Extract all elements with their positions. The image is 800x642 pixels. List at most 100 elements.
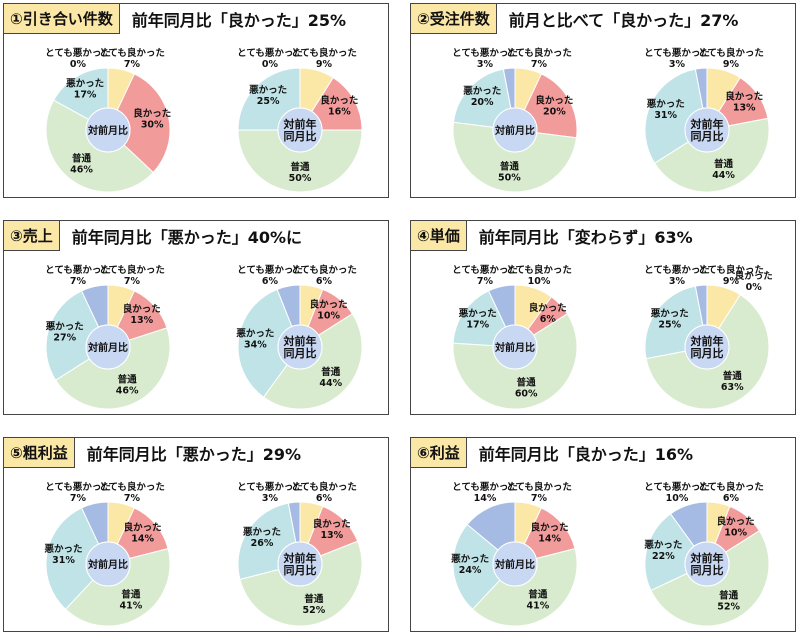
slice-value-label: 0% [262, 59, 279, 70]
slice-value-label: 7% [531, 493, 548, 504]
panel-profit: ⑥利益 前年同月比「良かった」16% とても良かった 7% 良かった 14% 普通 41%… [410, 437, 796, 632]
slice-value-label: 46% [116, 386, 139, 397]
slice-category-label: 普通 [121, 589, 141, 601]
slice-value-label: 13% [733, 103, 756, 114]
donut-center-label: 対前月比 [87, 124, 128, 137]
panel-headline: 前年同月比「良かった」25% [131, 11, 347, 30]
slice-category-label: とても良かった [506, 47, 572, 59]
panel-unit-price: ④単価 前年同月比「変わらず」63% とても良かった 10% 良かった 6% 普通 60%… [410, 220, 796, 415]
panel-gross-profit: ⑤粗利益 前年同月比「悪かった」29% とても良かった 7% 良かった 14% 普通 41… [3, 437, 389, 632]
slice-category-label: 良かった [320, 94, 358, 106]
panel-headline: 前年同月比「変わらず」63% [478, 228, 693, 247]
slice-value-label: 17% [466, 320, 489, 331]
slice-category-label: 普通 [719, 589, 739, 601]
slice-category-label: 悪かった [463, 86, 501, 97]
slice-value-label: 22% [652, 551, 675, 562]
slice-value-label: 6% [262, 276, 279, 287]
slice-category-label: 悪かった [459, 309, 497, 320]
panel-tag: ④単価 [411, 221, 467, 251]
slice-value-label: 9% [723, 59, 740, 70]
slice-value-label: 6% [316, 493, 333, 504]
slice-category-label: 普通 [528, 589, 548, 601]
panel-headline: 前年同月比「良かった」16% [478, 445, 694, 464]
slice-category-label: 良かった [529, 302, 567, 314]
donut-center-label: 対前年 [690, 551, 724, 565]
donut-center-label: 同月比 [691, 129, 724, 143]
slice-value-label: 13% [320, 530, 343, 541]
panel-tag: ②受注件数 [411, 4, 497, 34]
donut-center [492, 107, 538, 153]
slice-category-label: とても良かった [698, 481, 764, 493]
panel-tag: ①引き合い件数 [4, 4, 120, 34]
slice-value-label: 24% [459, 565, 482, 576]
slice-category-label: 良かった [725, 91, 763, 103]
panel-header: ①引き合い件数 前年同月比「良かった」25% [4, 4, 346, 34]
slice-category-label: とても良かった [99, 47, 165, 59]
slice-value-label: 7% [70, 493, 87, 504]
slice-category-label: 良かった [531, 521, 569, 533]
donut-center [684, 324, 730, 370]
slice-value-label: 7% [70, 276, 87, 287]
panel-sales: ③売上 前年同月比「悪かった」40%に とても良かった 7% 良かった 13% 普通 46… [3, 220, 389, 415]
panel-tag: ⑤粗利益 [4, 438, 75, 468]
slice-value-label: 7% [124, 276, 141, 287]
slice-value-label: 34% [244, 339, 267, 350]
slice-category-label: 悪かった [249, 85, 287, 96]
slice-category-label: 普通 [723, 370, 743, 382]
slice-category-label: とても良かった [291, 481, 357, 493]
slice-value-label: 9% [723, 276, 740, 287]
slice-category-label: 普通 [714, 158, 734, 170]
slice-category-label: とても良かった [291, 47, 357, 59]
slice-category-label: 良かった [124, 521, 162, 533]
panel-tag: ⑥利益 [411, 438, 467, 468]
slice-value-label: 3% [477, 59, 494, 70]
donut-charts: とても良かった7%良かった14%普通41%悪かった31%とても悪かった7%対前月… [45, 481, 363, 627]
donut-center-label: 対前月比 [87, 558, 128, 571]
slice-value-label: 31% [52, 555, 75, 566]
slice-category-label: とても悪かった [237, 482, 303, 493]
slice-category-label: とても悪かった [644, 265, 710, 276]
slice-value-label: 41% [527, 601, 550, 612]
donut-center [277, 107, 323, 153]
slice-value-label: 20% [471, 97, 494, 108]
slice-value-label: 41% [120, 601, 143, 612]
slice-category-label: 良かった [735, 270, 773, 282]
slice-value-label: 7% [124, 493, 141, 504]
donut-charts: とても良かった7%良かった14%普通41%悪かった24%とても悪かった14%対前… [451, 481, 770, 627]
panel-header: ②受注件数 前月と比べて「良かった」27% [411, 4, 738, 34]
donut-center-label: 対前年 [690, 117, 724, 131]
slice-category-label: 普通 [118, 374, 138, 386]
donut-center [85, 324, 131, 370]
slice-category-label: 悪かった [243, 527, 281, 538]
slice-value-label: 7% [477, 276, 494, 287]
slice-category-label: 普通 [290, 161, 310, 173]
donut-center-label: 対前月比 [494, 124, 535, 137]
slice-category-label: 普通 [321, 366, 341, 378]
